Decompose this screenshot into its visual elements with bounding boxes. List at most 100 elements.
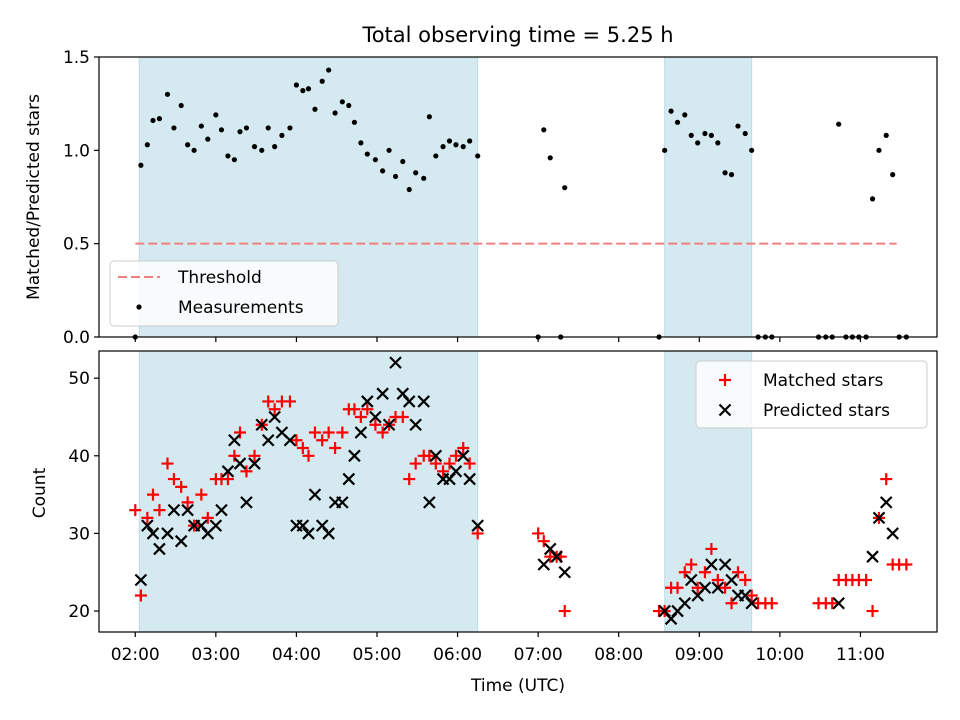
matched-point xyxy=(532,527,545,540)
measurement-point xyxy=(674,119,681,125)
measurement-point xyxy=(138,162,144,168)
measurement-point xyxy=(668,108,674,114)
matched-point xyxy=(443,457,456,470)
series-predicted-stars xyxy=(134,356,899,626)
measurement-point xyxy=(426,114,432,120)
matched-point xyxy=(329,442,342,455)
matched-point xyxy=(141,511,154,524)
legend-measurement-swatch xyxy=(136,304,142,310)
matched-point xyxy=(268,403,281,416)
matched-point xyxy=(678,566,691,579)
matched-point xyxy=(369,418,382,431)
measurement-point xyxy=(305,86,312,92)
y-tick-label: 20 xyxy=(68,602,90,622)
y-tick-label: 0.0 xyxy=(63,328,90,348)
matched-point xyxy=(361,403,374,416)
predicted-point xyxy=(409,418,422,432)
predicted-point xyxy=(879,496,893,509)
matched-point xyxy=(175,480,188,493)
predicted-point xyxy=(698,581,712,595)
measurement-point xyxy=(265,125,271,131)
matched-point xyxy=(348,403,361,416)
measurement-point xyxy=(876,147,882,153)
predicted-point xyxy=(336,496,349,509)
predicted-point xyxy=(745,597,758,610)
matched-point xyxy=(248,449,261,462)
measurement-point xyxy=(272,144,278,150)
matched-point xyxy=(457,442,470,455)
matched-point xyxy=(181,496,194,509)
measurement-point xyxy=(312,106,318,112)
predicted-point xyxy=(376,387,389,400)
matched-point xyxy=(316,434,329,447)
matched-point xyxy=(437,465,450,478)
predicted-point xyxy=(268,410,281,424)
predicted-point xyxy=(228,433,241,447)
measurement-point xyxy=(351,119,358,125)
predicted-point xyxy=(161,527,174,540)
measurement-point xyxy=(728,172,735,178)
x-tick-label: 06:00 xyxy=(433,645,482,665)
x-tick-label: 05:00 xyxy=(352,645,401,665)
matched-point xyxy=(403,473,416,486)
x-tick-label: 03:00 xyxy=(191,645,240,665)
predicted-point xyxy=(725,573,738,587)
predicted-point xyxy=(361,395,374,408)
measurement-point xyxy=(237,129,243,135)
predicted-point xyxy=(718,558,732,571)
x-axis-label: Time (UTC) xyxy=(470,676,565,696)
measurement-point xyxy=(475,153,481,159)
measurement-point xyxy=(836,121,842,127)
measurement-point xyxy=(144,142,150,148)
predicted-point xyxy=(141,519,154,532)
measurement-point xyxy=(300,88,306,94)
measurement-point xyxy=(682,112,688,118)
series-measurements xyxy=(132,67,909,340)
predicted-point xyxy=(255,418,269,432)
legend: Matched stars Predicted stars xyxy=(695,360,928,429)
matched-point xyxy=(336,426,349,439)
measurement-point xyxy=(380,168,386,174)
matched-point xyxy=(302,449,315,462)
y-tick-label: 0.5 xyxy=(63,235,90,255)
matched-point xyxy=(308,426,321,439)
matched-point xyxy=(558,605,571,618)
matched-point xyxy=(725,597,738,610)
matched-point xyxy=(396,410,409,423)
legend-predicted-swatch xyxy=(718,403,732,417)
measurement-point xyxy=(332,110,338,116)
x-tick-label: 10:00 xyxy=(755,645,804,665)
measurement-point xyxy=(259,147,265,153)
matched-point xyxy=(153,504,166,517)
predicted-point xyxy=(389,356,402,369)
measurement-point xyxy=(164,91,171,97)
x-tick-label: 04:00 xyxy=(272,645,321,665)
measurement-point xyxy=(869,196,876,202)
measurement-point xyxy=(413,170,419,176)
predicted-point xyxy=(322,527,335,540)
measurement-point xyxy=(218,127,225,133)
legend-predicted-label: Predicted stars xyxy=(763,401,890,421)
matched-point xyxy=(698,566,711,579)
measurement-point xyxy=(339,99,345,105)
predicted-point xyxy=(402,395,416,408)
predicted-point xyxy=(558,565,572,579)
measurement-point xyxy=(735,123,741,129)
legend-box xyxy=(109,260,339,327)
axes-frame xyxy=(98,350,938,633)
predicted-point xyxy=(463,472,476,486)
measurement-point xyxy=(749,147,755,153)
matched-point xyxy=(880,473,893,486)
predicted-point xyxy=(302,527,315,540)
measurement-point xyxy=(400,158,406,165)
matched-point xyxy=(167,473,180,486)
measurement-point xyxy=(702,130,708,137)
measurement-point xyxy=(346,102,352,109)
measurement-point xyxy=(688,132,694,138)
measurement-point xyxy=(358,140,364,146)
predicted-point xyxy=(449,465,463,478)
matched-point xyxy=(860,573,873,586)
matched-point xyxy=(449,449,462,462)
matched-point xyxy=(409,457,422,470)
matched-point xyxy=(134,589,147,602)
